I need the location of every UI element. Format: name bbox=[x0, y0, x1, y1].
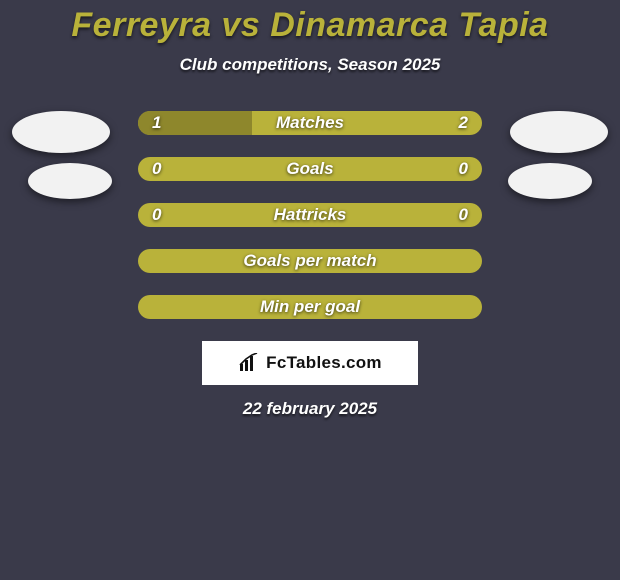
comparison-infographic: Ferreyra vs Dinamarca Tapia Club competi… bbox=[0, 0, 620, 580]
stat-value-right: 2 bbox=[459, 113, 468, 133]
brand-text: FcTables.com bbox=[266, 353, 382, 373]
stat-label: Goals per match bbox=[138, 251, 482, 271]
stat-bars: Matches12Goals00Hattricks00Goals per mat… bbox=[138, 111, 482, 319]
stat-value-left: 0 bbox=[152, 205, 161, 225]
stat-row: Hattricks0 0 bbox=[138, 203, 482, 227]
stat-row: Min per goal bbox=[138, 295, 482, 319]
stat-label: Min per goal bbox=[138, 297, 482, 317]
stat-row: Goals per match bbox=[138, 249, 482, 273]
stats-area: Matches12Goals00Hattricks00Goals per mat… bbox=[0, 111, 620, 419]
player-photo-left-alt bbox=[28, 163, 112, 199]
date-label: 22 february 2025 bbox=[0, 399, 620, 419]
stat-value-left: 1 bbox=[152, 113, 161, 133]
player-photo-right bbox=[510, 111, 608, 153]
stat-row: Matches1 2 bbox=[138, 111, 482, 135]
stat-label: Goals bbox=[138, 159, 482, 179]
stat-row: Goals0 0 bbox=[138, 157, 482, 181]
bar-chart-icon bbox=[238, 353, 260, 373]
player-photo-left bbox=[12, 111, 110, 153]
stat-value-right: 0 bbox=[459, 205, 468, 225]
stat-label: Matches bbox=[138, 113, 482, 133]
subtitle: Club competitions, Season 2025 bbox=[0, 55, 620, 75]
stat-label: Hattricks bbox=[138, 205, 482, 225]
stat-value-right: 0 bbox=[459, 159, 468, 179]
page-title: Ferreyra vs Dinamarca Tapia bbox=[0, 0, 620, 45]
brand-badge: FcTables.com bbox=[202, 341, 418, 385]
stat-value-left: 0 bbox=[152, 159, 161, 179]
player-photo-right-alt bbox=[508, 163, 592, 199]
